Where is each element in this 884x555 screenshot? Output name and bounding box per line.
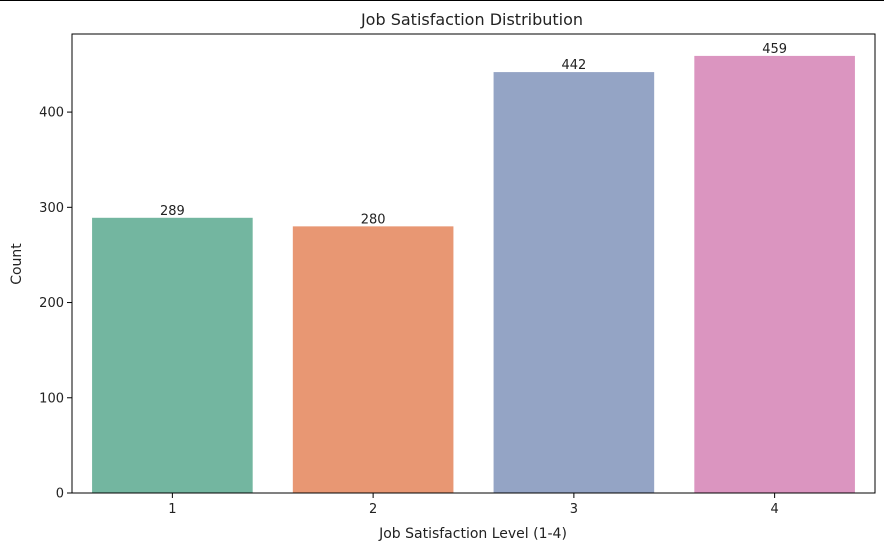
bar-2 <box>292 226 454 493</box>
y-tick-label-0: 0 <box>56 487 64 502</box>
x-axis: 1 2 3 4 <box>168 493 779 517</box>
y-axis: 0 100 200 300 400 <box>39 106 72 502</box>
bar-1 <box>92 217 253 493</box>
chart-title: Job Satisfaction Distribution <box>360 10 583 29</box>
bars-layer <box>92 55 855 494</box>
data-label-3: 442 <box>561 58 586 73</box>
x-tick-label-3: 3 <box>570 502 578 517</box>
plot-frame <box>71 33 876 494</box>
data-labels-layer: 289 280 442 459 <box>160 42 787 227</box>
x-axis-label: Job Satisfaction Level (1-4) <box>378 526 567 542</box>
x-tick-label-2: 2 <box>369 502 377 517</box>
x-tick-label-1: 1 <box>168 502 176 517</box>
y-tick-label-300: 300 <box>39 201 64 216</box>
y-tick-label-100: 100 <box>39 391 64 406</box>
data-label-2: 280 <box>361 212 386 227</box>
y-tick-label-400: 400 <box>39 106 64 121</box>
y-axis-label: Count <box>9 243 25 285</box>
x-tick-label-4: 4 <box>770 502 778 517</box>
data-label-4: 459 <box>762 42 787 57</box>
data-label-1: 289 <box>160 204 185 219</box>
y-tick-label-200: 200 <box>39 296 64 311</box>
bar-3 <box>493 72 655 494</box>
bar-4 <box>694 55 855 493</box>
